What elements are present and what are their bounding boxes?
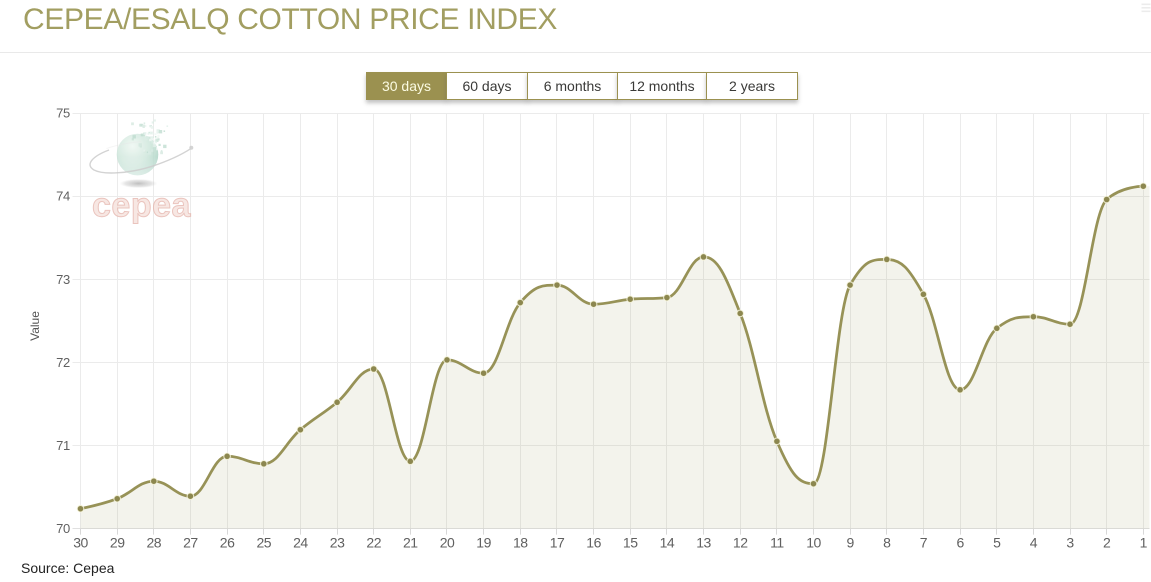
svg-text:18: 18 (513, 535, 528, 551)
svg-text:10: 10 (806, 535, 821, 551)
svg-text:21: 21 (403, 535, 418, 551)
svg-text:71: 71 (56, 438, 70, 453)
svg-text:24: 24 (293, 535, 308, 551)
svg-text:19: 19 (476, 535, 491, 551)
svg-text:70: 70 (56, 521, 70, 536)
svg-text:3: 3 (1066, 535, 1074, 551)
svg-text:8: 8 (883, 535, 891, 551)
svg-text:14: 14 (660, 535, 675, 551)
svg-text:Value: Value (28, 311, 42, 341)
svg-text:74: 74 (56, 189, 70, 204)
svg-text:17: 17 (550, 535, 565, 551)
svg-text:1: 1 (1140, 535, 1148, 551)
svg-text:20: 20 (440, 535, 455, 551)
svg-text:72: 72 (56, 355, 70, 370)
svg-text:13: 13 (696, 535, 711, 551)
svg-text:9: 9 (846, 535, 854, 551)
svg-text:11: 11 (770, 535, 784, 551)
svg-text:4: 4 (1030, 535, 1038, 551)
svg-text:29: 29 (110, 535, 125, 551)
svg-text:cepea: cepea (92, 187, 191, 225)
svg-text:28: 28 (147, 535, 162, 551)
svg-text:73: 73 (56, 272, 70, 287)
svg-text:26: 26 (220, 535, 235, 551)
svg-text:6: 6 (956, 535, 964, 551)
svg-text:30: 30 (73, 535, 88, 551)
svg-text:27: 27 (183, 535, 198, 551)
svg-text:7: 7 (920, 535, 928, 551)
svg-text:25: 25 (257, 535, 272, 551)
svg-text:16: 16 (586, 535, 601, 551)
svg-text:2: 2 (1103, 535, 1111, 551)
svg-text:5: 5 (993, 535, 1001, 551)
svg-text:15: 15 (623, 535, 638, 551)
svg-text:22: 22 (366, 535, 381, 551)
svg-text:12: 12 (733, 535, 748, 551)
svg-text:23: 23 (330, 535, 345, 551)
svg-text:75: 75 (56, 106, 70, 121)
